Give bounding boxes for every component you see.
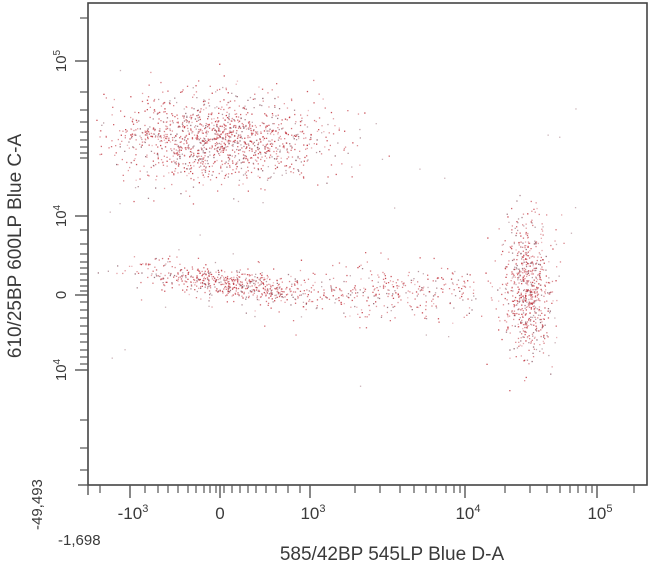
y-tick-label: 104 bbox=[52, 358, 70, 381]
x-axis-title: 585/42BP 545LP Blue D-A bbox=[280, 544, 505, 565]
x-tick-label: 104 bbox=[455, 503, 480, 523]
y-axis-tick-labels: 105 104 0 104 bbox=[52, 49, 70, 381]
y-tick-label: 0 bbox=[53, 291, 70, 299]
y-axis-title: 610/25BP 600LP Blue C-A bbox=[5, 134, 26, 359]
y-tick-label: 104 bbox=[52, 204, 70, 227]
plot-frame bbox=[87, 2, 648, 486]
x-axis-tick-labels: -103 0 103 104 105 bbox=[118, 503, 613, 523]
x-tick-label: 105 bbox=[587, 503, 612, 523]
y-min-label: -49,493 bbox=[29, 479, 46, 530]
x-min-label: -1,698 bbox=[58, 532, 101, 549]
x-tick-label: 0 bbox=[215, 504, 224, 523]
data-points bbox=[96, 63, 577, 392]
y-tick-label: 105 bbox=[52, 49, 70, 72]
x-tick-label: 103 bbox=[300, 503, 325, 523]
x-tick-label: -103 bbox=[118, 503, 149, 523]
y-axis-ticks bbox=[75, 17, 88, 486]
x-axis-ticks bbox=[87, 485, 635, 498]
